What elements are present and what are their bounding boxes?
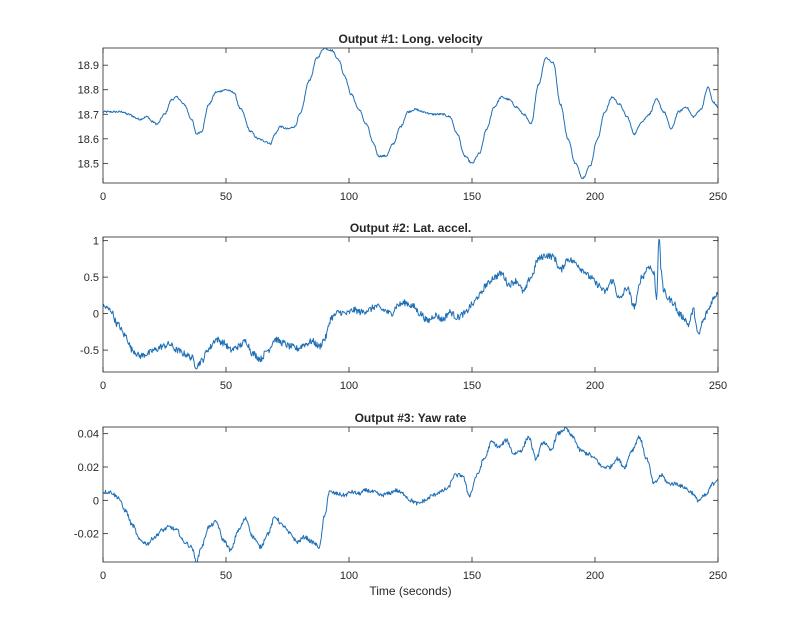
y-tick-label: 18.8	[78, 85, 99, 97]
y-tick-label: 1	[93, 236, 99, 248]
x-tick-label: 50	[220, 191, 232, 203]
series-line	[103, 238, 718, 370]
y-tick-label: 0	[93, 495, 99, 507]
x-tick-label: 0	[100, 570, 106, 582]
axes-3: 0 50 100 150 200 250 -0.02 0 0.02 0.04 Output #3: …	[74, 411, 727, 598]
axes-title: Output #1: Long. velocity	[338, 32, 482, 46]
axes-title: Output #3: Yaw rate	[355, 411, 467, 425]
plot-area	[103, 427, 718, 562]
series-line	[103, 427, 718, 562]
x-tick-label: 50	[220, 380, 232, 392]
plot-area	[103, 237, 718, 372]
x-tick-label: 0	[100, 380, 106, 392]
axes-box	[102, 236, 719, 373]
x-tick-label: 200	[586, 380, 604, 392]
y-tick-label: 0.04	[78, 429, 99, 441]
x-tick-label: 250	[709, 570, 727, 582]
y-tick-label: 0	[93, 309, 99, 321]
y-tick-label: 18.9	[78, 60, 99, 72]
x-tick-label: 150	[463, 191, 481, 203]
y-tick-label: 0.02	[78, 462, 99, 474]
x-tick-label: 100	[340, 380, 358, 392]
y-tick-label: -0.5	[80, 345, 99, 357]
axes-title: Output #2: Lat. accel.	[350, 221, 471, 235]
series-line	[103, 48, 718, 180]
x-tick-label: 0	[100, 191, 106, 203]
x-tick-label: 250	[709, 380, 727, 392]
y-tick-label: 18.5	[78, 158, 99, 170]
x-tick-label: 150	[463, 570, 481, 582]
x-tick-label: 100	[340, 191, 358, 203]
x-tick-label: 50	[220, 570, 232, 582]
x-tick-label: 250	[709, 191, 727, 203]
x-tick-label: 100	[340, 570, 358, 582]
x-axis-label: Time (seconds)	[369, 584, 451, 598]
y-tick-label: 0.5	[84, 272, 99, 284]
x-tick-label: 200	[586, 191, 604, 203]
axes-2: 0 50 100 150 200 250 -0.5 0 0.5 1 Output #2: Lat. …	[80, 221, 727, 392]
axes-1: 0 50 100 150 200 250 18.5 18.6 18.7 18.8 18.9 Outpu…	[78, 32, 728, 203]
y-tick-label: 18.6	[78, 134, 99, 146]
axes-box	[102, 47, 719, 184]
y-tick-label: 18.7	[78, 109, 99, 121]
axes-box	[102, 426, 719, 563]
y-tick-label: -0.02	[74, 529, 99, 541]
x-tick-label: 150	[463, 380, 481, 392]
x-tick-label: 200	[586, 570, 604, 582]
